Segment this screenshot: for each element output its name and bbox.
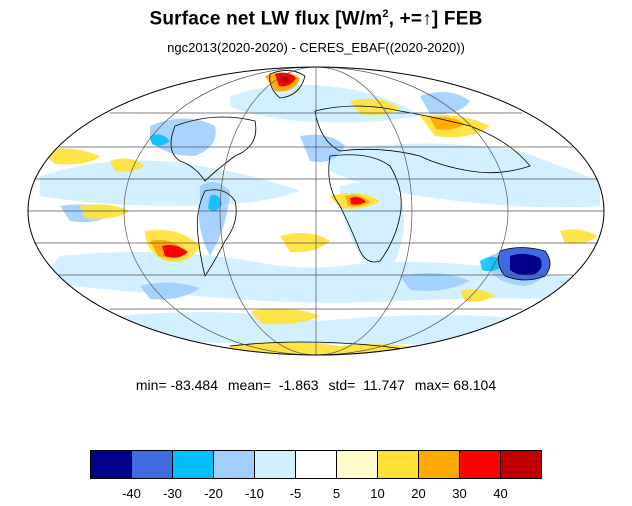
colorbar-tick-label: -30	[163, 486, 182, 501]
colorbar-tick-label: 10	[370, 486, 385, 501]
colorbar-swatch	[377, 450, 419, 479]
stat-max: max= 68.104	[414, 377, 497, 393]
plot-title: Surface net LW flux [W/m2, +=↑] FEB	[149, 8, 483, 30]
colorbar	[90, 450, 542, 479]
colorbar-tick-label: -10	[245, 486, 264, 501]
colorbar-tick-label: -40	[122, 486, 141, 501]
south-america-positive	[162, 244, 188, 258]
statistics-line: min= -83.484 mean= -1.863 std= 11.747 ma…	[0, 377, 632, 393]
colorbar-tick-label: -5	[289, 486, 302, 501]
colorbar-swatch	[172, 450, 214, 479]
colorbar-tick-label: 20	[411, 486, 426, 501]
colorbar-swatch	[459, 450, 501, 479]
colorbar-swatch	[254, 450, 296, 479]
plot-subtitle: ngc2013(2020-2020) - CERES_EBAF((2020-20…	[167, 40, 465, 55]
colorbar-swatch	[213, 450, 255, 479]
colorbar-swatch	[336, 450, 378, 479]
colorbar-swatch	[418, 450, 460, 479]
mollweide-map	[27, 66, 605, 356]
graticule	[28, 66, 604, 356]
stat-min: min= -83.484	[135, 377, 218, 393]
stat-std: std= 11.747	[328, 377, 405, 393]
globe-outline	[27, 66, 605, 356]
colorbar-swatch	[295, 450, 337, 479]
stat-mean: mean= -1.863	[227, 377, 319, 393]
colorbar-tick-label: 30	[452, 486, 467, 501]
colorbar-tick-label: -20	[204, 486, 223, 501]
colorbar-tick-label: 5	[332, 486, 341, 501]
colorbar-swatch	[131, 450, 173, 479]
colorbar-swatch	[90, 450, 132, 479]
colorbar-tick-label: 40	[493, 486, 508, 501]
colorbar-swatch	[500, 450, 542, 479]
